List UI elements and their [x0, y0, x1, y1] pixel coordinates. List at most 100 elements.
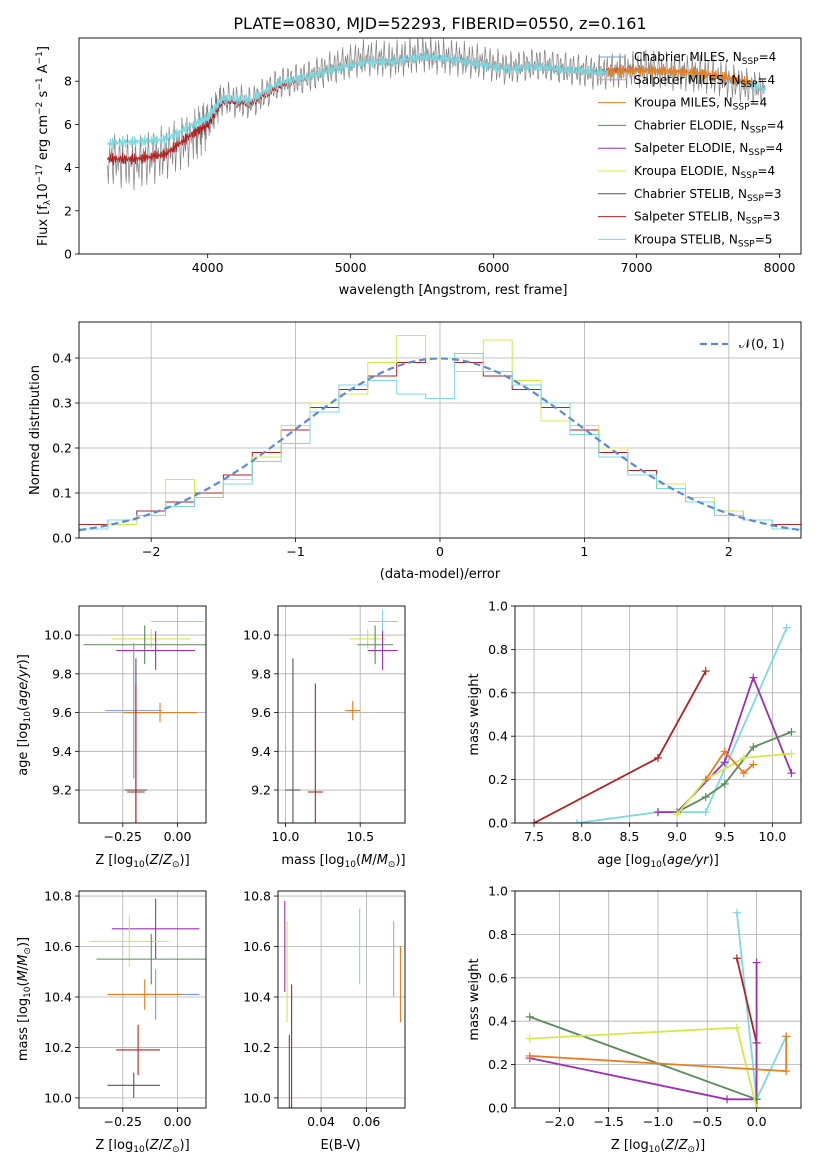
x-axis-label-part: Z [log — [611, 1138, 649, 1153]
y-tick-label: 6 — [64, 117, 72, 132]
x-tick-label: 8000 — [764, 260, 796, 275]
legend-label-text: Chabrier MILES, N — [634, 50, 742, 64]
weight-series — [676, 752, 792, 815]
legend-label-eq: =5 — [755, 232, 773, 246]
y-tick-label: 9.2 — [52, 783, 72, 798]
y-axis-label-part: ( — [16, 706, 31, 711]
legend-label-text: Chabrier STELIB, N — [634, 187, 747, 201]
x-axis-label-part: ( — [356, 853, 361, 868]
x-axis-label-part: Z — [664, 1138, 675, 1153]
y-axis-label: Normed distribution — [28, 365, 43, 495]
y-tick-label: 1.0 — [488, 884, 508, 899]
x-tick-label: −2 — [142, 544, 160, 559]
y-axis-label-part: erg cm — [36, 115, 51, 164]
legend-label-sub: SSP — [747, 194, 764, 204]
x-axis-label-part: Z — [149, 1138, 160, 1153]
panel-mass-vs-EBV: 0.04 0.06 10.0 10.2 10.4 10.6 10.8 E(B-V) — [243, 889, 406, 1153]
weight-series — [529, 962, 758, 1101]
y-axis-label-part: −2 — [35, 102, 45, 115]
y-tick-label: 8 — [64, 74, 72, 89]
legend-label-sub: SSP — [741, 171, 758, 181]
weight-lines — [530, 623, 796, 823]
x-tick-label: 5000 — [335, 260, 367, 275]
histogram-series — [79, 353, 801, 538]
legend-label: Chabrier STELIB, NSSP=3 — [634, 187, 782, 204]
legend-label-eq: =4 — [757, 73, 775, 87]
y-tick-label: 0.2 — [488, 772, 508, 787]
panel-mass-weight-vs-Z: −2.0 −1.5 −1.0 −0.5 0.0 0.0 0.2 0.4 0.6 0.8 1.0 Z [… — [467, 884, 802, 1155]
x-axis-label-part: ( — [145, 853, 150, 868]
x-tick-label: 7000 — [621, 260, 653, 275]
x-tick-label: 10.0 — [758, 829, 786, 844]
y-tick-label: 10.0 — [243, 1090, 271, 1105]
error-bars — [285, 609, 398, 823]
x-axis-label-part: ⊙ — [172, 860, 180, 870]
x-tick-label: 10.0 — [272, 829, 300, 844]
x-axis-label: Z [log10(Z/Z⊙)] — [95, 1138, 189, 1155]
x-axis-label: Z [log10(Z/Z⊙)] — [95, 853, 189, 870]
y-axis-label-part: M — [16, 955, 31, 966]
x-tick-label: −0.25 — [104, 1114, 142, 1129]
x-axis-label-part: age/yr — [667, 853, 710, 868]
error-bars — [83, 609, 206, 823]
x-tick-label: 9.5 — [715, 829, 735, 844]
error-bars — [89, 898, 206, 1098]
x-tick-label: 0.0 — [747, 1114, 767, 1129]
y-axis-label: mass [log10(M/M⊙)] — [16, 937, 33, 1061]
legend-label-text: Chabrier ELODIE, N — [634, 118, 750, 132]
y-tick-label: 0.6 — [488, 685, 508, 700]
panel-age-vs-Z: −0.25 0.009.29.49.69.810.0Z [log10(Z/Z⊙)]… — [16, 605, 207, 870]
x-tick-label: 2 — [725, 544, 733, 559]
x-tick-label: 0.04 — [307, 1114, 335, 1129]
x-axis-label-part: mass [log — [281, 853, 344, 868]
x-axis-label-part: / — [159, 853, 164, 868]
x-tick-label: −1.0 — [643, 1114, 673, 1129]
panel-mass-weight-vs-age: 7.5 8.0 8.5 9.0 9.5 10.0 0.0 0.2 0.4 0.6 0.8 1.0 age… — [467, 599, 802, 870]
legend-label-eq: =4 — [757, 164, 775, 178]
y-tick-label: 0.8 — [488, 927, 508, 942]
axes-frame — [514, 890, 802, 1109]
y-axis-label-part: )] — [16, 937, 31, 947]
y-tick-label: 0.0 — [488, 1101, 508, 1116]
y-axis-label-part: ] — [36, 46, 51, 51]
y-tick-label: 0.4 — [488, 729, 508, 744]
x-tick-label: 4000 — [192, 260, 224, 275]
legend-label-text: Kroupa ELODIE, N — [634, 164, 741, 178]
x-axis-label-part: M — [377, 853, 388, 868]
x-tick-label: 8.5 — [619, 829, 639, 844]
x-tick-label: −1.5 — [594, 1114, 624, 1129]
x-axis-label-part: ⊙ — [172, 1145, 180, 1155]
x-tick-label: 0.06 — [353, 1114, 381, 1129]
x-axis-label-part: Z [log — [95, 1138, 133, 1153]
y-axis-label-part: A — [36, 64, 51, 77]
y-axis-label-part: −1 — [35, 77, 45, 90]
legend-label: Kroupa MILES, NSSP=4 — [634, 96, 767, 113]
y-tick-label: 10.6 — [44, 939, 72, 954]
y-tick-label: 10.0 — [243, 628, 271, 643]
y-tick-label: 10.0 — [44, 628, 72, 643]
y-axis-label-part: λ — [43, 199, 53, 205]
x-tick-label: −2.0 — [544, 1114, 574, 1129]
histograms — [79, 335, 801, 538]
y-tick-label: 10.4 — [44, 989, 72, 1004]
legend-label-sub: SSP — [742, 57, 759, 67]
legend-label: Salpeter MILES, NSSP=4 — [634, 73, 775, 90]
x-tick-label: −0.25 — [104, 829, 142, 844]
weight-series — [676, 731, 792, 813]
y-tick-label: 0.6 — [488, 970, 508, 985]
y-axis-label-part: mass [log — [16, 998, 31, 1061]
x-axis-label-part: 10 — [345, 860, 357, 870]
y-tick-label: 9.4 — [52, 744, 72, 759]
legend-label-text: Kroupa MILES, N — [634, 96, 733, 110]
y-tick-label: 0.4 — [52, 351, 72, 366]
x-axis-label-part: age [log — [597, 853, 650, 868]
legend-label: Kroupa STELIB, NSSP=5 — [634, 232, 772, 249]
y-tick-label: 10.4 — [243, 989, 271, 1004]
legend-label: Salpeter ELODIE, NSSP=4 — [634, 141, 783, 158]
x-axis-label-part: Z — [149, 853, 160, 868]
y-tick-label: 10.0 — [44, 1090, 72, 1105]
x-tick-label: 7.5 — [524, 829, 544, 844]
weight-series — [576, 627, 788, 823]
